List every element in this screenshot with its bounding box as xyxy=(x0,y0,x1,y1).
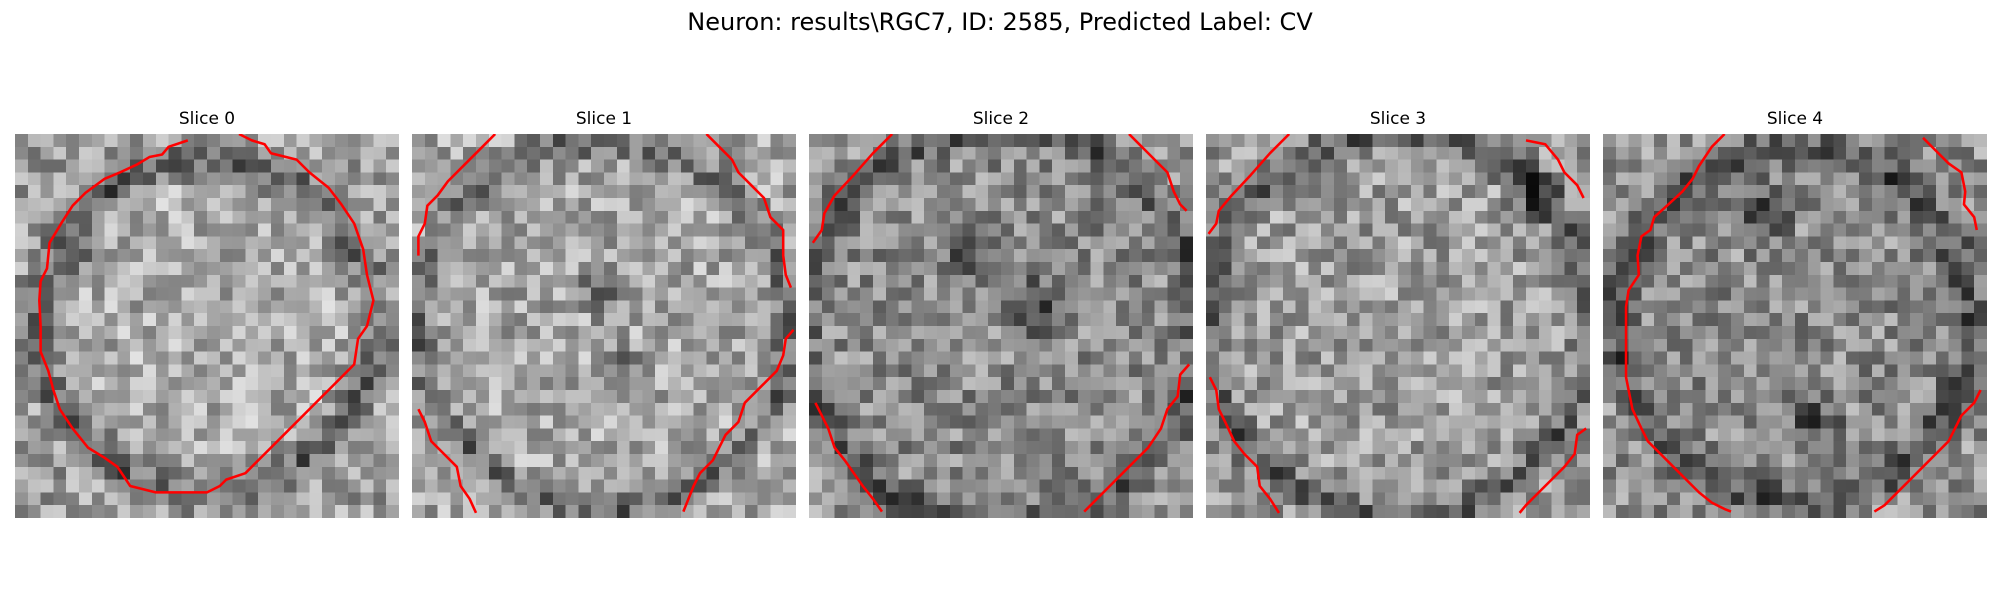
segmentation-contour xyxy=(1873,389,1982,513)
segmentation-contour xyxy=(1083,363,1191,513)
segmentation-contour xyxy=(1525,139,1585,199)
segmentation-contour xyxy=(1128,134,1188,212)
slice-panel-1: Slice 1 xyxy=(412,108,796,518)
segmentation-contour xyxy=(682,329,795,513)
segmentation-contour xyxy=(814,402,884,513)
slice-panel-4: Slice 4 xyxy=(1603,108,1987,518)
pixel-grid xyxy=(15,134,399,518)
segmentation-contour xyxy=(705,134,793,289)
slice-0-image xyxy=(15,134,399,518)
slice-4-image xyxy=(1603,134,1987,518)
slice-0-title: Slice 0 xyxy=(178,109,236,129)
pixel-grid xyxy=(412,134,796,518)
segmentation-contour xyxy=(811,134,894,244)
segmentation-contour xyxy=(1624,134,1732,513)
pixel-grid xyxy=(1206,134,1590,518)
slice-4-title: Slice 4 xyxy=(1766,109,1824,129)
slice-2-image xyxy=(809,134,1193,518)
slice-panel-3: Slice 3 xyxy=(1206,108,1590,518)
slice-3-image xyxy=(1206,134,1590,518)
segmentation-contour xyxy=(417,134,497,256)
slice-panel-2: Slice 2 xyxy=(809,108,1193,518)
pixel-grid xyxy=(809,134,1193,518)
slice-2-title: Slice 2 xyxy=(972,109,1030,129)
slice-1-title: Slice 1 xyxy=(575,109,633,129)
figure-title: Neuron: results\RGC7, ID: 2585, Predicte… xyxy=(687,8,1313,36)
segmentation-contour xyxy=(38,134,375,494)
pixel-grid xyxy=(1603,134,1987,518)
segmentation-contour xyxy=(1207,134,1291,235)
segmentation-contour xyxy=(1208,376,1281,514)
segmentation-contour xyxy=(1518,427,1587,514)
slice-3-title: Slice 3 xyxy=(1369,109,1427,129)
segmentation-contour xyxy=(417,408,478,514)
slice-panel-0: Slice 0 xyxy=(15,108,399,518)
segmentation-contour xyxy=(1922,136,1979,231)
slice-1-image xyxy=(412,134,796,518)
